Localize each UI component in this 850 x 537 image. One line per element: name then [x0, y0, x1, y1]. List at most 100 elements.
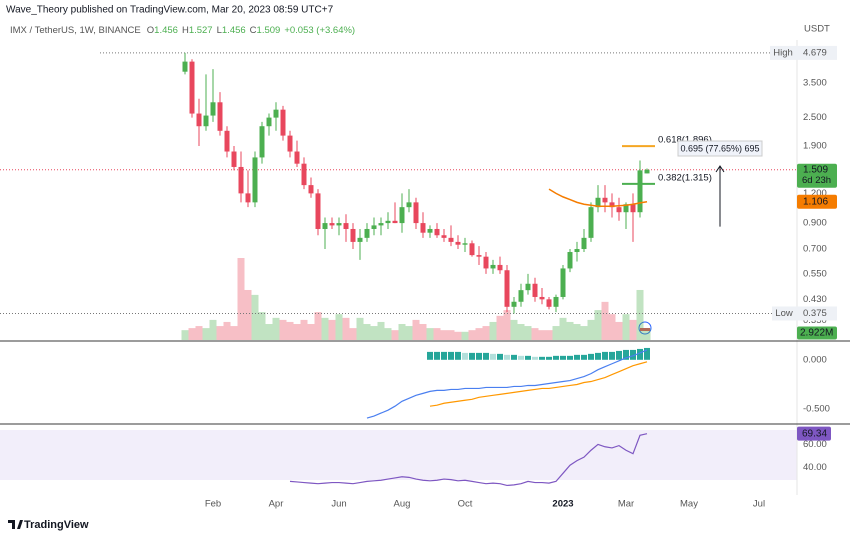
candle-body — [623, 204, 629, 213]
y-tick-label: 1.900 — [803, 140, 827, 151]
volume-bar — [188, 328, 196, 340]
candle-body — [308, 185, 314, 194]
currency: USDT — [804, 24, 830, 35]
macd-histogram — [497, 353, 503, 360]
candle-body — [462, 243, 468, 245]
volume-bar — [482, 326, 490, 340]
candle-body — [525, 283, 531, 291]
macd-histogram — [469, 352, 475, 360]
candle-body — [406, 202, 412, 208]
low-value-box — [797, 306, 837, 321]
volume-bar — [524, 326, 532, 340]
macd-histogram — [630, 349, 636, 360]
candle-body — [539, 296, 545, 300]
macd-histogram — [427, 351, 433, 360]
candle-body — [567, 252, 573, 269]
macd-histogram — [595, 352, 601, 360]
macd-histogram — [448, 351, 454, 360]
candle-body — [595, 197, 601, 208]
macd-histogram — [532, 356, 538, 360]
volume-bar — [573, 324, 581, 340]
candle-body — [511, 301, 517, 307]
x-tick-label: 2023 — [552, 499, 573, 510]
volume-bar — [237, 258, 245, 340]
rsi-tick-label: 60.00 — [803, 439, 827, 450]
volume-bar — [405, 326, 413, 340]
y-tick-label: 0.900 — [803, 218, 827, 229]
candle-body — [546, 299, 552, 307]
candle-body — [210, 102, 216, 116]
volume-bar — [468, 330, 476, 340]
candle-body — [280, 109, 286, 136]
volume-bar — [552, 326, 560, 340]
volume-bar — [510, 319, 518, 340]
candle-body — [497, 264, 503, 271]
volume-bar — [314, 312, 322, 340]
candle-body — [294, 151, 300, 164]
high-tag — [770, 45, 797, 60]
y-tick-label: 0.550 — [803, 268, 827, 279]
rsi-line — [289, 433, 648, 487]
volume-bar — [384, 328, 392, 340]
macd-histogram — [476, 352, 482, 360]
volume-bar — [559, 317, 567, 340]
last-price: 1.509 — [803, 164, 828, 175]
candle-body — [588, 207, 594, 238]
field-value: 1.509 — [257, 25, 281, 36]
candle-body — [637, 170, 643, 213]
candle-body — [343, 223, 349, 229]
volume-bar — [209, 319, 217, 340]
volume-bar — [461, 331, 469, 340]
volume-bar — [615, 321, 623, 340]
field-label: L — [217, 25, 222, 36]
countdown: 6d 23h — [802, 175, 831, 186]
macd-histogram — [560, 355, 566, 360]
macd-histogram — [434, 351, 440, 360]
x-tick-label: Apr — [269, 499, 284, 510]
y-tick-label: 0.430 — [803, 294, 827, 305]
macd-tick-label: -0.500 — [803, 404, 830, 415]
candle-body — [434, 228, 440, 236]
macd-tick-label: 0.000 — [803, 354, 827, 365]
measure-label: 0.695 (77.65%) 695 — [680, 143, 759, 153]
macd-histogram — [539, 356, 545, 360]
y-tick-label: 3.500 — [803, 77, 827, 88]
candle-body — [336, 223, 342, 226]
macd-histogram — [490, 353, 496, 360]
volume-bar — [328, 319, 336, 340]
macd-histogram — [623, 349, 629, 360]
macd-histogram — [609, 351, 615, 360]
low-value: 0.375 — [803, 308, 827, 319]
macd-histogram — [637, 348, 643, 360]
volume-bar — [300, 319, 308, 340]
candle-body — [490, 264, 496, 269]
volume-bar — [419, 324, 427, 340]
low-label: Low — [775, 308, 793, 319]
macd-histogram — [455, 351, 461, 360]
volume-bar — [636, 289, 644, 340]
candle-body — [616, 207, 622, 213]
candle-body — [217, 102, 223, 131]
rsi-value: 69.34 — [802, 428, 827, 439]
candle-body — [315, 193, 321, 229]
volume-bar — [195, 326, 203, 340]
macd-histogram — [511, 354, 517, 360]
candle-body — [532, 283, 538, 297]
candle-body — [413, 202, 419, 224]
low-tag — [772, 306, 797, 321]
volume-bar — [587, 319, 595, 340]
field-label: C — [250, 25, 257, 36]
candle-body — [301, 163, 307, 186]
volume-bar — [517, 324, 525, 340]
ma-value: 1.106 — [803, 196, 828, 207]
volume-bar — [244, 289, 252, 340]
macd-histogram — [602, 351, 608, 360]
candle-body — [392, 220, 398, 224]
ma-value-box — [797, 194, 837, 209]
volume-bar — [265, 324, 273, 340]
volume-bar — [475, 328, 483, 340]
candle-body — [189, 61, 195, 114]
volume-value: 2.922M — [800, 328, 833, 339]
candle-body — [448, 237, 454, 242]
candle-body — [371, 225, 377, 229]
